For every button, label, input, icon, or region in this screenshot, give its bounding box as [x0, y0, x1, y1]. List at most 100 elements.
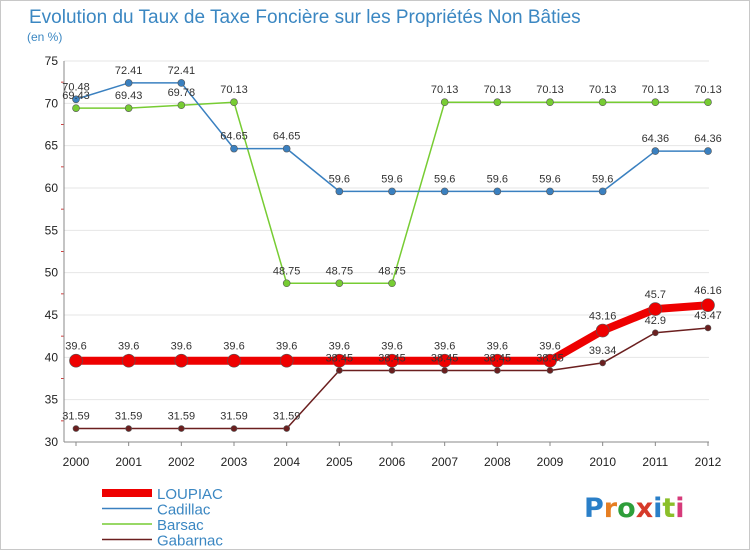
logo-letter: P [584, 493, 604, 524]
data-point-gabarnac [230, 425, 238, 432]
data-point-barsac [230, 98, 238, 107]
data-point-loupiac [121, 353, 136, 368]
data-point-barsac [282, 279, 291, 288]
data-label-barsac: 70.13 [220, 84, 248, 96]
data-label-gabarnac: 38.45 [484, 352, 512, 364]
data-point-barsac [546, 98, 554, 107]
data-point-loupiac [69, 353, 83, 368]
plot-area: 30 35 40 45 50 55 60 65 70 75 2000 2001 2002 2003 2004… [45, 54, 722, 469]
y-tick-label-35: 35 [45, 393, 59, 407]
data-point-gabarnac [704, 324, 712, 332]
y-tick-label-40: 40 [45, 350, 59, 364]
logo-letter: i [653, 493, 662, 524]
data-label-barsac: 69.43 [115, 90, 143, 102]
legend-label-loupiac: LOUPIAC [157, 486, 223, 503]
data-point-gabarnac [652, 329, 659, 337]
data-point-cadillac [704, 147, 712, 155]
data-point-cadillac [546, 187, 554, 196]
legend-label-cadillac: Cadillac [157, 502, 211, 519]
data-point-cadillac [388, 187, 396, 196]
data-point-cadillac [335, 187, 344, 196]
data-point-barsac [598, 98, 607, 107]
logo-letter: o [617, 493, 636, 524]
data-point-cadillac [282, 144, 291, 153]
data-point-loupiac [279, 353, 294, 368]
data-point-barsac [72, 104, 80, 112]
data-label-cadillac: 72.41 [168, 65, 196, 77]
data-label-cadillac: 70.48 [62, 81, 90, 93]
data-label-cadillac: 64.65 [273, 131, 301, 143]
data-point-gabarnac [125, 425, 132, 432]
y-tick-label-30: 30 [45, 435, 59, 449]
data-point-gabarnac [336, 367, 343, 374]
data-point-gabarnac [72, 425, 80, 432]
data-label-gabarnac: 38.45 [431, 352, 459, 364]
data-label-barsac: 69.43 [62, 90, 90, 102]
data-label-barsac: 70.13 [431, 84, 459, 96]
data-label-barsac: 70.13 [536, 84, 564, 96]
data-label-gabarnac: 31.59 [220, 411, 248, 423]
proxiti-logo: Proxiti [584, 493, 685, 524]
x-tick-label-2009: 2009 [537, 455, 564, 469]
data-point-loupiac [490, 353, 505, 368]
data-label-gabarnac: 38.45 [378, 352, 406, 364]
x-tick-label-2001: 2001 [115, 455, 142, 469]
data-label-gabarnac: 38.45 [536, 352, 564, 364]
data-label-loupiac: 43.16 [589, 311, 617, 323]
x-tick-label-2002: 2002 [168, 455, 195, 469]
data-label-cadillac: 72.41 [115, 65, 143, 77]
data-point-barsac [493, 98, 502, 107]
data-label-gabarnac: 39.34 [589, 345, 617, 357]
y-tick-label-50: 50 [45, 266, 59, 280]
legend-label-barsac: Barsac [157, 517, 204, 534]
data-label-cadillac: 59.6 [539, 173, 560, 185]
data-point-cadillac [72, 95, 80, 104]
data-point-barsac [335, 279, 344, 288]
data-point-gabarnac [178, 425, 185, 432]
logo-letter: r [604, 493, 618, 524]
data-label-cadillac: 59.6 [329, 173, 350, 185]
data-point-gabarnac [283, 425, 290, 432]
data-label-loupiac: 39.6 [65, 341, 86, 353]
data-point-gabarnac [494, 367, 501, 374]
y-tick-label-55: 55 [45, 223, 59, 237]
x-tick-label-2000: 2000 [63, 455, 90, 469]
data-label-gabarnac: 38.45 [326, 352, 354, 364]
logo-letter: x [636, 493, 653, 524]
data-label-gabarnac: 31.59 [115, 411, 143, 423]
data-point-barsac [124, 104, 133, 112]
data-point-loupiac [437, 353, 452, 368]
data-point-loupiac [227, 353, 241, 368]
data-point-loupiac [332, 353, 347, 368]
x-tick-label-2008: 2008 [484, 455, 511, 469]
data-label-loupiac: 39.6 [118, 341, 139, 353]
data-point-gabarnac [599, 359, 606, 367]
data-point-loupiac [174, 353, 189, 368]
chart-subtitle: (en %) [27, 30, 62, 44]
data-label-gabarnac: 31.59 [168, 411, 196, 423]
x-tick-label-2005: 2005 [326, 455, 353, 469]
data-point-cadillac [651, 147, 660, 155]
legend-label-gabarnac: Gabarnac [157, 533, 223, 550]
data-label-loupiac: 39.6 [381, 341, 402, 353]
y-tick-label-60: 60 [45, 181, 59, 195]
data-label-barsac: 48.75 [326, 265, 354, 277]
data-point-loupiac [543, 353, 557, 368]
data-point-cadillac [124, 79, 133, 87]
logo-letter: i [675, 493, 684, 524]
data-point-gabarnac [441, 367, 448, 374]
data-point-loupiac [701, 298, 715, 312]
data-point-barsac [704, 98, 712, 107]
data-label-cadillac: 59.6 [487, 173, 508, 185]
x-tick-label-2010: 2010 [589, 455, 616, 469]
data-label-loupiac: 39.6 [329, 341, 350, 353]
data-point-barsac [388, 279, 396, 288]
y-tick-label-65: 65 [45, 139, 59, 153]
data-label-barsac: 70.13 [694, 84, 722, 96]
y-tick-label-70: 70 [45, 96, 59, 110]
data-label-barsac: 70.13 [589, 84, 617, 96]
data-label-loupiac: 46.16 [694, 285, 722, 297]
data-point-barsac [440, 98, 449, 107]
